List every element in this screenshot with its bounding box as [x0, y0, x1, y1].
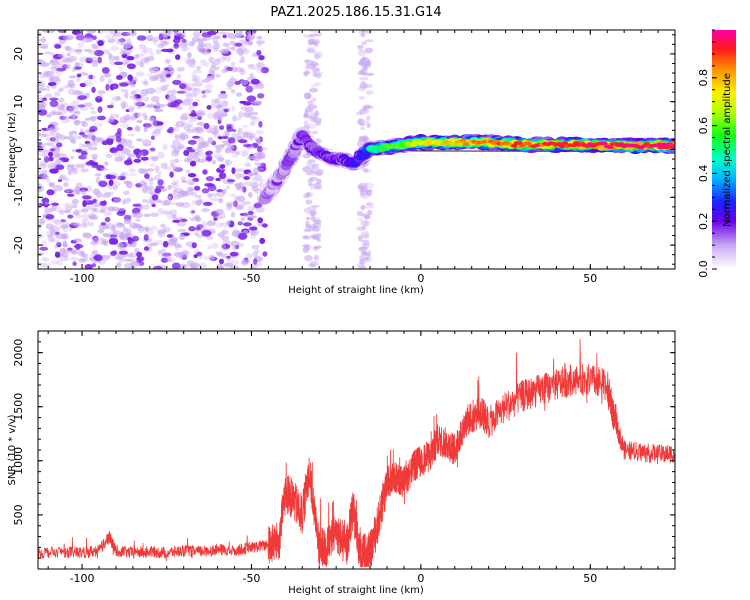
y-tick-label: 500 — [12, 504, 25, 525]
x-tick-label: -100 — [70, 572, 95, 585]
x-tick-label: 0 — [417, 272, 424, 285]
colorbar-ticks: 0.0 0.2 0.4 0.6 0.8 — [697, 29, 717, 278]
colorbar-tick-label: 0.2 — [697, 212, 710, 230]
snr-axes: -100 -50 0 50 500 1000 1500 2000 — [12, 330, 676, 585]
colorbar-tick-label: 0.4 — [697, 165, 710, 183]
snr-x-axis-label: Height of straight line (km) — [288, 585, 424, 596]
chart-title: PAZ1.2025.186.15.31.G14 — [270, 5, 441, 20]
snr-y-axis-label: SNR (10 * v/v) — [7, 414, 18, 485]
spectrogram-plot-area — [38, 30, 675, 269]
snr-panel: -100 -50 0 50 500 1000 1500 2000 Height of stra… — [7, 330, 676, 596]
snr-plot-area — [38, 339, 675, 568]
colorbar-tick-label: 0.6 — [697, 117, 710, 135]
spectrogram-x-axis-label: Height of straight line (km) — [288, 285, 424, 296]
x-tick-label: -50 — [242, 272, 260, 285]
y-tick-label: 1000 — [12, 447, 25, 475]
x-tick-label: -100 — [70, 272, 95, 285]
colorbar-gradient — [712, 30, 736, 269]
x-tick-label: 0 — [417, 572, 424, 585]
y-tick-label: -20 — [12, 236, 25, 254]
y-tick-label: 10 — [12, 95, 25, 109]
x-tick-label: 50 — [583, 572, 597, 585]
y-tick-label: 0 — [12, 146, 25, 153]
colorbar-label: Normalized spectral amplitude — [722, 73, 733, 227]
snr-series-line — [38, 339, 675, 568]
x-tick-label: -50 — [242, 572, 260, 585]
colorbar-tick-label: 0.8 — [697, 69, 710, 87]
spectral-ridge — [257, 126, 675, 205]
spectral-noise-cloud — [38, 30, 375, 269]
y-tick-label: -10 — [12, 188, 25, 206]
colorbar-tick-label: 0.0 — [697, 260, 710, 278]
y-tick-label: 20 — [12, 47, 25, 61]
spectrogram-y-axis-label: Frequency (Hz) — [7, 112, 18, 188]
colorbar: 0.0 0.2 0.4 0.6 0.8 Normalized spectral ampl… — [697, 29, 736, 278]
x-tick-label: 50 — [583, 272, 597, 285]
y-tick-label: 1500 — [12, 393, 25, 421]
y-tick-label: 2000 — [12, 339, 25, 367]
